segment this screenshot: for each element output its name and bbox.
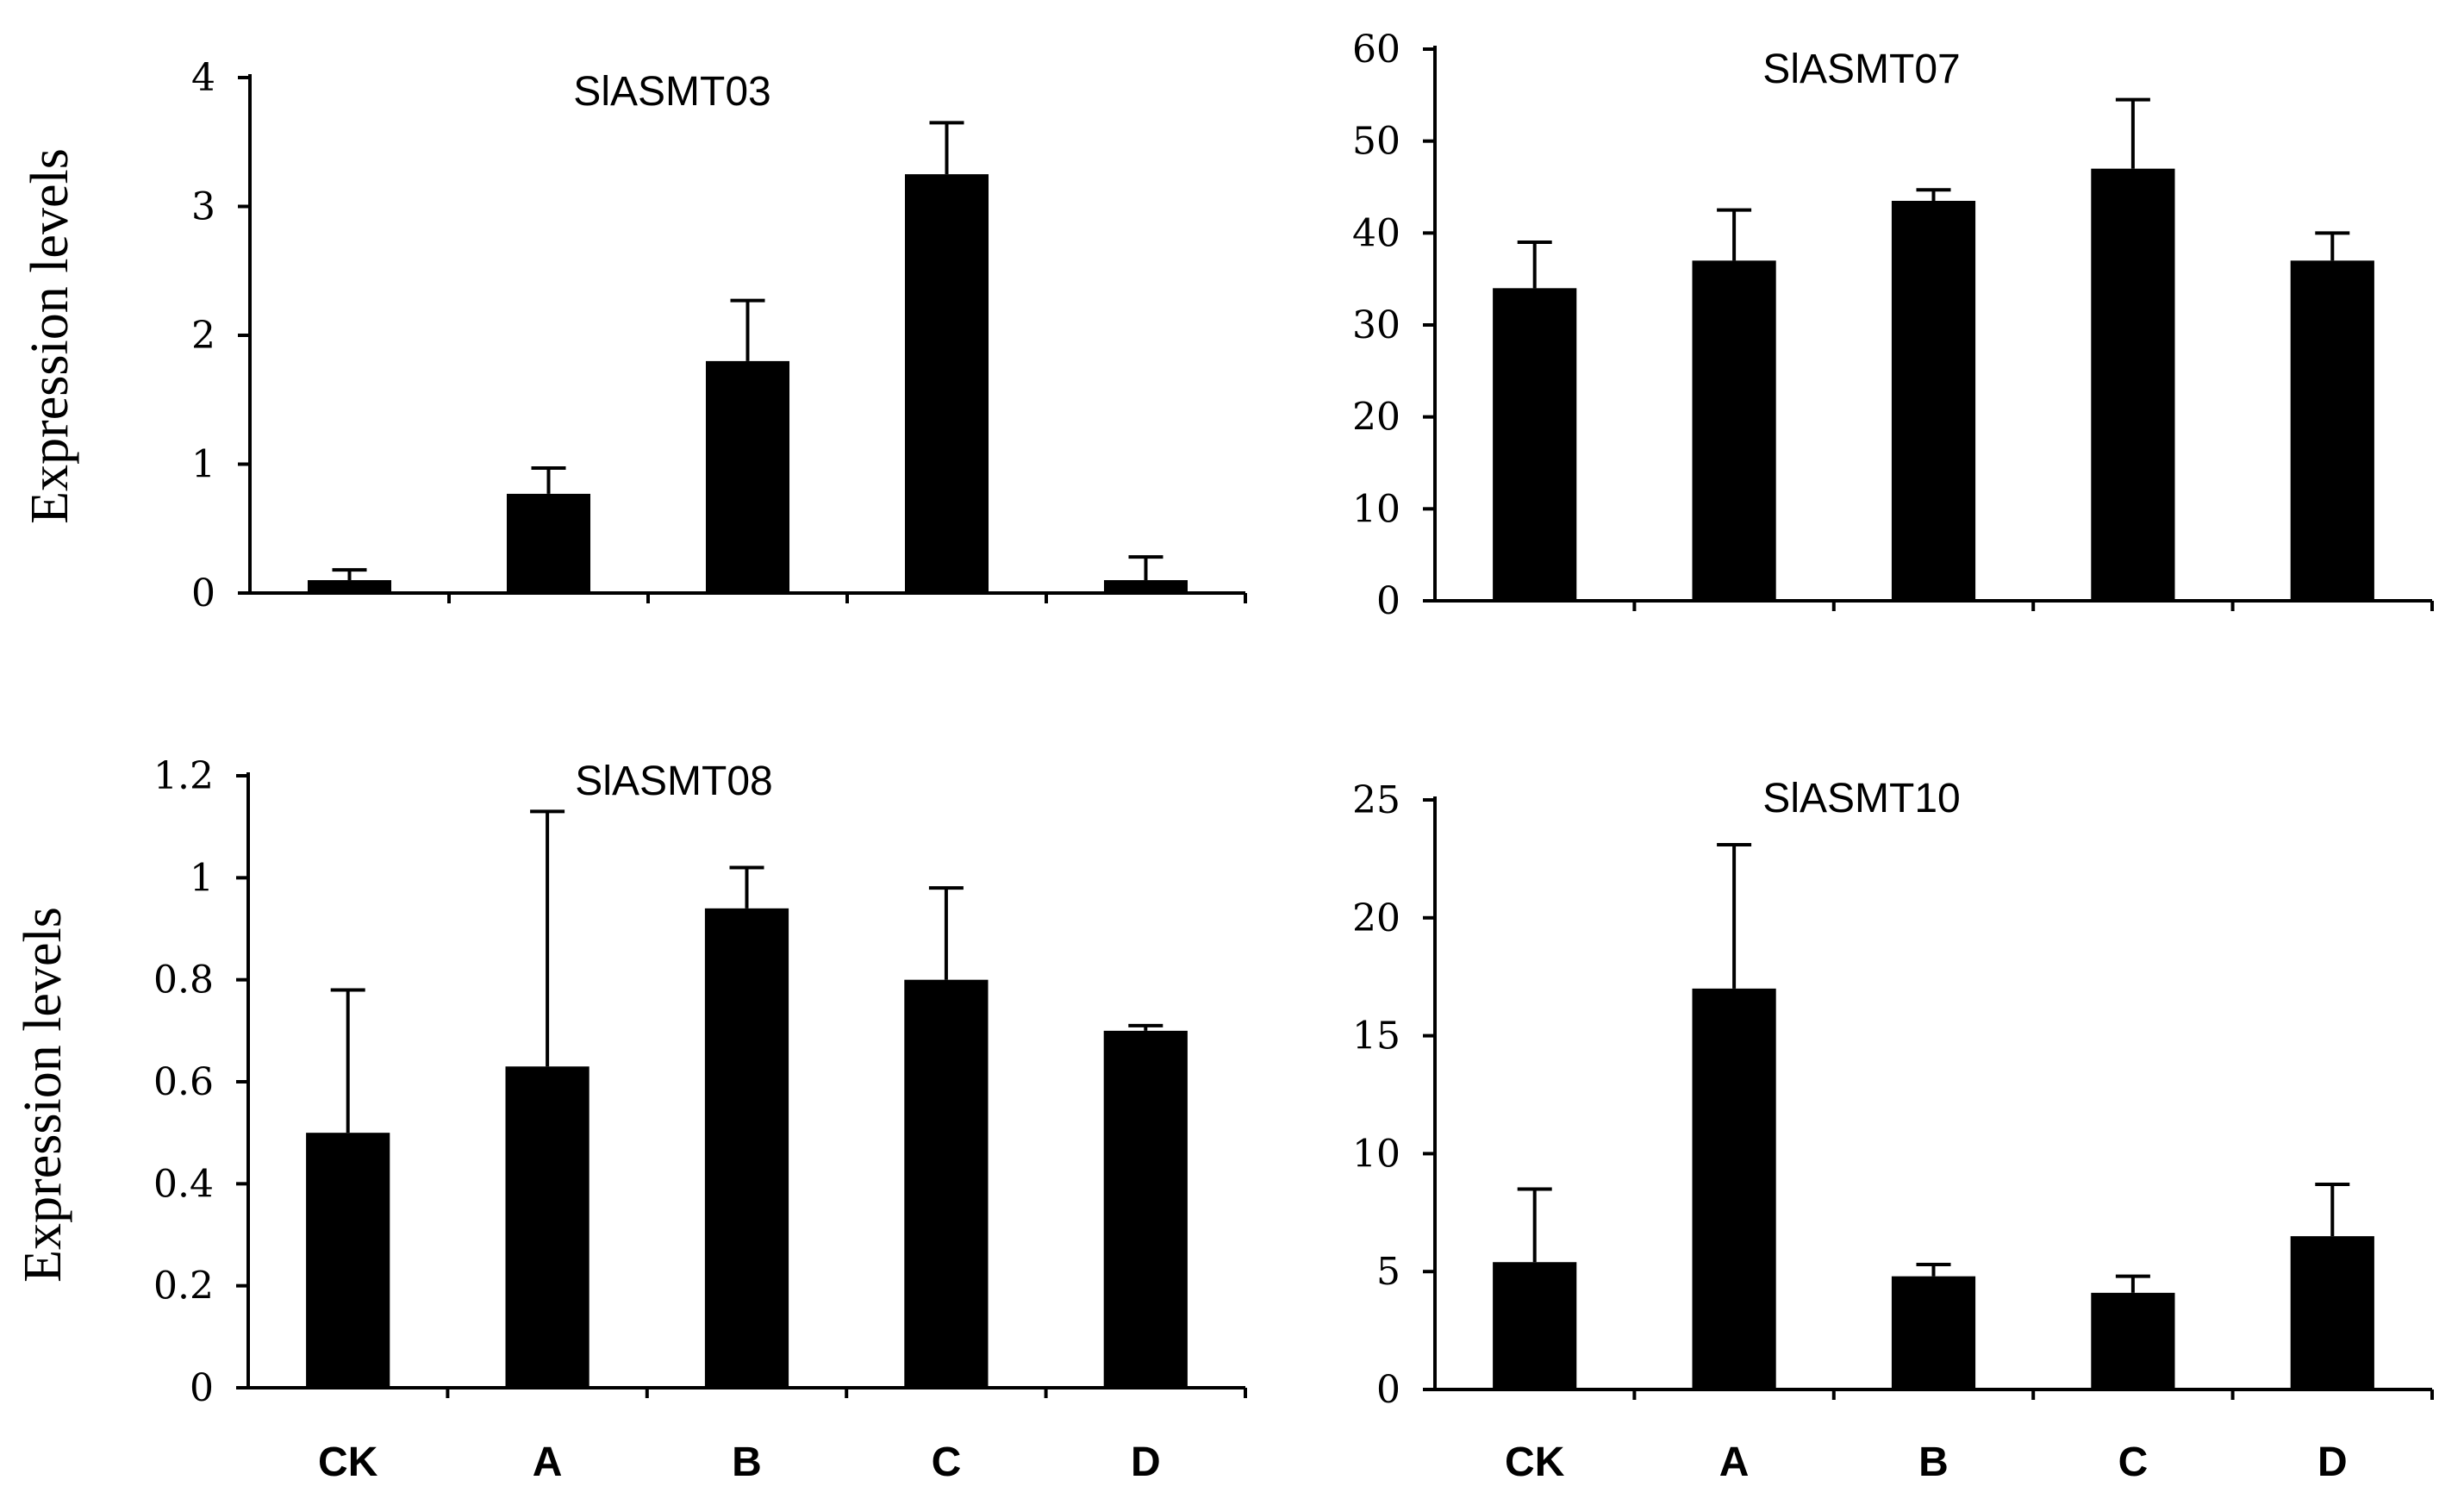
category-label: CK <box>318 1439 378 1485</box>
bar-d <box>2290 1236 2374 1389</box>
bar-a <box>1692 988 1776 1389</box>
y-tick-label: 20 <box>1352 396 1400 440</box>
chart-panel-4: 0 5 10 15 20 25 CK A B C D SlASMT10 <box>1352 776 2434 1485</box>
bar-b <box>1891 1276 1976 1389</box>
chart-title: SlASMT10 <box>1762 776 1960 821</box>
category-label: C <box>2118 1439 2149 1485</box>
chart-panel-3: 0 0.2 0.4 0.6 0.8 1 1.2 CK A B C D SlASMT08 Expressio… <box>14 754 1247 1485</box>
category-label: B <box>1918 1439 1949 1485</box>
bar-d <box>1103 580 1188 593</box>
y-tick-label: 3 <box>191 185 215 229</box>
y-tick-label: 0.6 <box>153 1060 214 1104</box>
y-axis-label: Expression levels <box>21 148 79 524</box>
category-label: C <box>932 1439 962 1485</box>
y-tick-label: 30 <box>1352 303 1400 347</box>
chart-panel-2: 0 10 20 30 40 50 60 SlASMT07 <box>1352 28 2434 623</box>
y-tick-label: 60 <box>1352 28 1400 72</box>
bar-c <box>904 979 989 1388</box>
y-tick-label: 0.8 <box>153 959 214 1002</box>
y-tick-label: 10 <box>1352 1132 1400 1176</box>
bar-ck <box>306 1133 390 1388</box>
bar-a <box>506 493 591 593</box>
y-tick-label: 2 <box>191 314 215 358</box>
y-tick-label: 0.2 <box>153 1265 214 1308</box>
bar-c <box>2091 1292 2175 1389</box>
y-tick-label: 1 <box>191 443 215 487</box>
y-tick-label: 25 <box>1352 778 1400 822</box>
y-tick-label: 5 <box>1376 1250 1400 1294</box>
y-tick-label: 1 <box>190 856 214 900</box>
y-tick-label: 0 <box>190 1366 214 1410</box>
y-tick-label: 15 <box>1352 1015 1400 1058</box>
y-tick-label: 10 <box>1352 487 1400 531</box>
chart-title: SlASMT07 <box>1762 47 1960 92</box>
bar-ck <box>1493 288 1577 601</box>
y-tick-label: 40 <box>1352 211 1400 255</box>
bar-c <box>2091 168 2175 601</box>
y-axis-label: Expression levels <box>14 907 72 1283</box>
y-tick-label: 50 <box>1352 120 1400 164</box>
chart-title: SlASMT03 <box>573 69 770 115</box>
bar-c <box>904 174 989 593</box>
y-tick-label: 20 <box>1352 896 1400 940</box>
bar-a <box>1692 260 1776 601</box>
category-label: D <box>1131 1439 1161 1485</box>
bar-ck <box>1493 1262 1577 1389</box>
bar-b <box>704 908 789 1388</box>
y-tick-label: 0 <box>1376 1368 1400 1412</box>
category-label: D <box>2317 1439 2348 1485</box>
bar-ck <box>307 580 392 593</box>
bar-b <box>1891 201 1976 601</box>
chart-title: SlASMT08 <box>575 759 772 804</box>
category-label: B <box>732 1439 762 1485</box>
bar-d <box>1103 1030 1188 1388</box>
category-label: A <box>533 1439 563 1485</box>
y-tick-label: 0.4 <box>153 1162 214 1206</box>
bar-b <box>705 360 790 593</box>
category-label: A <box>1719 1439 1750 1485</box>
y-tick-label: 1.2 <box>153 754 214 798</box>
bar-d <box>2290 260 2374 601</box>
y-tick-label: 0 <box>1376 579 1400 623</box>
y-tick-label: 4 <box>191 56 215 100</box>
chart-panel-1: 0 1 2 3 4 SlASMT03 Expression levels <box>21 56 1247 615</box>
category-label: CK <box>1505 1439 1565 1485</box>
y-tick-label: 0 <box>191 571 215 615</box>
bar-a <box>505 1066 589 1388</box>
